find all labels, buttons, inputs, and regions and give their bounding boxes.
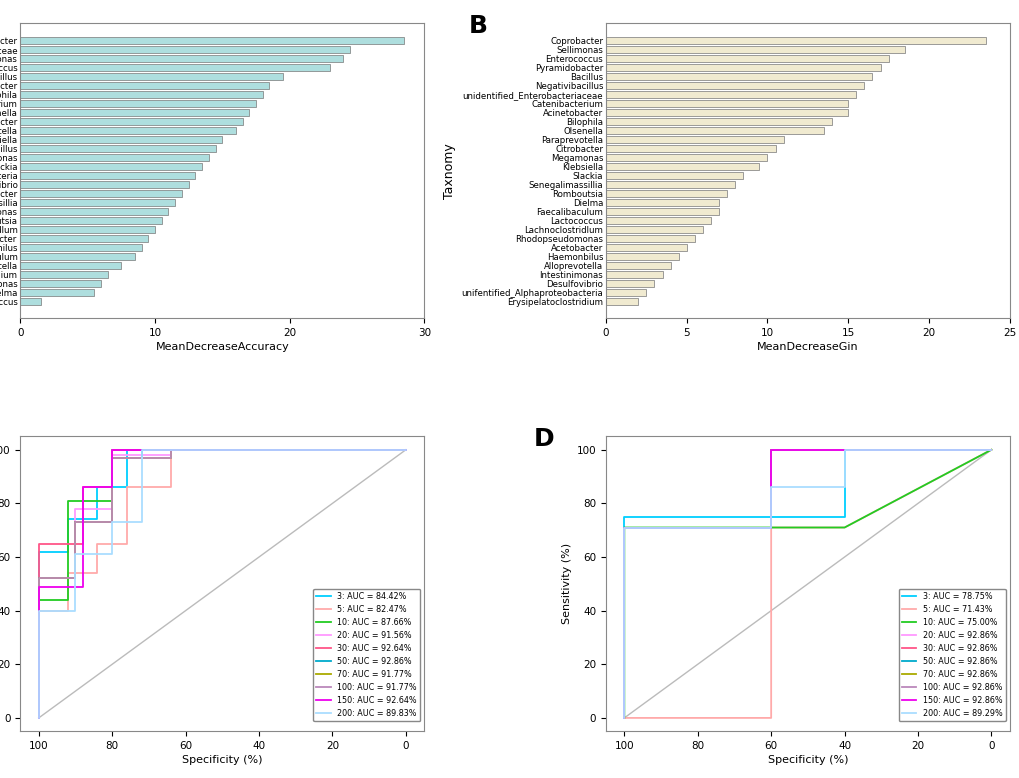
Bar (20, 208, 168, 215)
Bar (605, 127, 823, 134)
Bar (20, 82, 269, 89)
Legend: 3: AUC = 78.75%, 5: AUC = 71.43%, 10: AUC = 75.00%, 20: AUC = 92.86%, 30: AUC = : 3: AUC = 78.75%, 5: AUC = 71.43%, 10: AU… (898, 589, 1005, 721)
Bar (20, 261, 121, 269)
Bar (605, 190, 727, 197)
Bar (605, 54, 888, 62)
Bar (20, 54, 343, 62)
Bar (20, 37, 404, 44)
Bar (605, 271, 662, 278)
Bar (20, 198, 175, 206)
Bar (20, 172, 196, 179)
Bar (605, 180, 735, 188)
Bar (20, 109, 249, 116)
X-axis label: Specificity (%): Specificity (%) (767, 755, 848, 766)
Bar (20, 91, 263, 98)
Bar (605, 226, 702, 233)
Bar (605, 198, 718, 206)
Bar (20, 289, 95, 296)
Bar (20, 135, 222, 143)
Bar (20, 271, 108, 278)
X-axis label: MeanDecreaseGin: MeanDecreaseGin (756, 342, 858, 352)
X-axis label: MeanDecreaseAccuracy: MeanDecreaseAccuracy (155, 342, 289, 352)
Bar (605, 72, 871, 80)
Bar (605, 100, 848, 107)
Bar (20, 127, 235, 134)
Bar (20, 235, 148, 242)
Bar (20, 100, 256, 107)
Bar (605, 289, 646, 296)
Bar (20, 145, 215, 152)
Bar (605, 46, 904, 53)
Text: B: B (468, 15, 487, 38)
Bar (20, 297, 41, 305)
Legend: 3: AUC = 84.42%, 5: AUC = 82.47%, 10: AUC = 87.66%, 20: AUC = 91.56%, 30: AUC = : 3: AUC = 84.42%, 5: AUC = 82.47%, 10: AU… (313, 589, 420, 721)
Bar (605, 208, 718, 215)
Bar (605, 82, 863, 89)
Bar (20, 279, 101, 287)
Bar (605, 135, 783, 143)
X-axis label: Specificity (%): Specificity (%) (181, 755, 262, 766)
Bar (605, 261, 669, 269)
Bar (20, 72, 282, 80)
Bar (20, 46, 350, 53)
Bar (605, 37, 984, 44)
Bar (20, 64, 330, 71)
Bar (605, 216, 710, 224)
Bar (605, 163, 759, 170)
Bar (605, 109, 848, 116)
Y-axis label: Taxnomy: Taxnomy (442, 143, 455, 198)
Bar (605, 235, 694, 242)
Bar (605, 253, 678, 260)
Bar (20, 180, 189, 188)
Bar (605, 91, 856, 98)
Bar (605, 154, 766, 161)
Bar (20, 190, 181, 197)
Bar (605, 172, 743, 179)
Bar (605, 145, 774, 152)
Bar (20, 163, 202, 170)
Bar (20, 154, 209, 161)
Text: D: D (533, 427, 553, 451)
Bar (20, 216, 162, 224)
Bar (605, 297, 638, 305)
Y-axis label: Sensitivity (%): Sensitivity (%) (561, 543, 572, 625)
Bar (20, 244, 142, 251)
Bar (605, 64, 879, 71)
Bar (20, 253, 135, 260)
Bar (605, 279, 654, 287)
Bar (20, 117, 243, 125)
Bar (605, 244, 686, 251)
Bar (20, 226, 155, 233)
Bar (605, 117, 832, 125)
